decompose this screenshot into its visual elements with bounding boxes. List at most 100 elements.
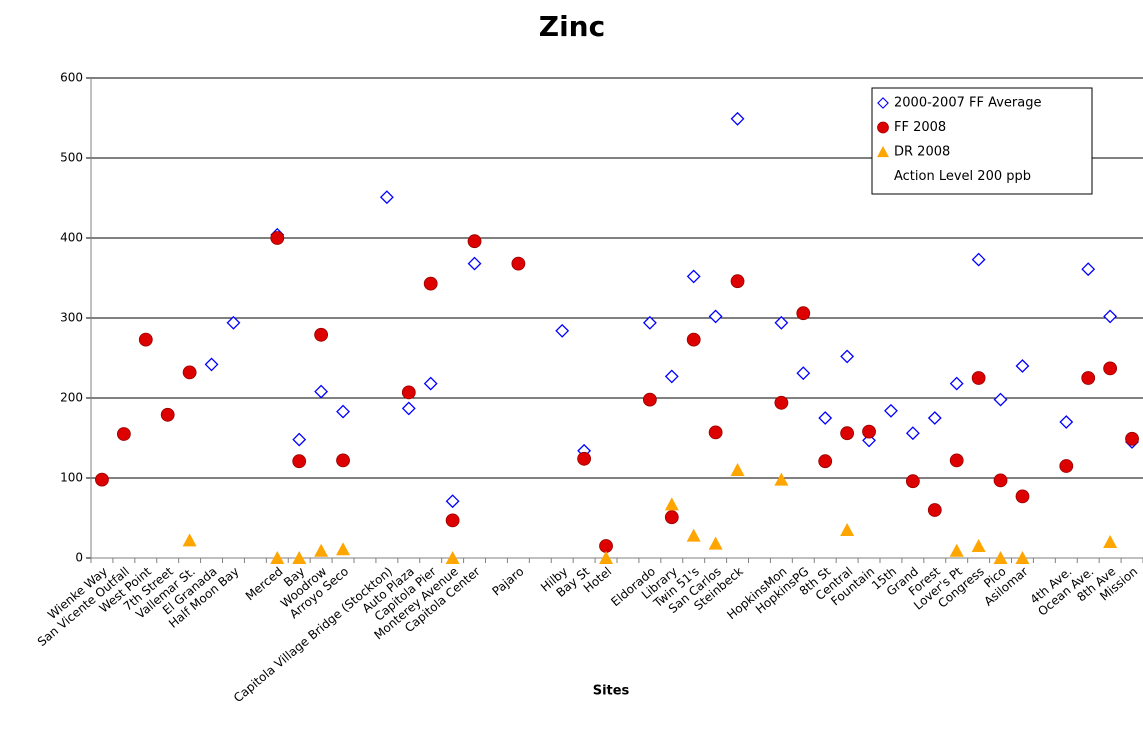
- circle-marker: [445, 513, 460, 528]
- diamond-marker: [884, 403, 898, 418]
- circle-marker: [708, 425, 723, 440]
- y-tick-label: 100: [60, 471, 83, 485]
- diamond-marker: [314, 384, 329, 399]
- circle-marker: [927, 503, 942, 517]
- diamond-marker: [971, 252, 986, 267]
- diamond-marker: [818, 411, 833, 425]
- circle-marker: [1059, 459, 1074, 473]
- y-tick-label: 500: [60, 151, 83, 165]
- triangle-marker: [1015, 551, 1030, 564]
- triangle-marker: [971, 539, 986, 552]
- x-tick-label: Pajaro: [489, 564, 526, 598]
- diamond-marker: [423, 376, 438, 391]
- diamond-marker: [467, 256, 482, 271]
- triangle-marker: [292, 551, 307, 564]
- triangle-marker: [730, 463, 745, 476]
- x-axis-label: Sites: [593, 684, 630, 699]
- circle-marker: [949, 453, 964, 468]
- diamond-marker: [993, 392, 1008, 407]
- circle-marker: [138, 332, 153, 347]
- y-tick-label: 400: [60, 231, 83, 245]
- circle-marker: [423, 276, 438, 291]
- diamond-marker: [445, 494, 460, 509]
- triangle-marker: [774, 472, 789, 486]
- diamond-marker: [292, 432, 307, 447]
- circle-marker: [971, 371, 986, 385]
- circle-marker: [730, 274, 745, 289]
- circle-marker: [577, 451, 592, 466]
- y-tick-label: 200: [60, 391, 83, 405]
- diamond-marker: [949, 376, 964, 391]
- circle-marker: [1125, 431, 1139, 446]
- triangle-marker: [664, 497, 679, 511]
- diamond-marker: [686, 269, 701, 284]
- circle-marker: [182, 365, 197, 380]
- triangle-marker: [182, 533, 197, 547]
- circle-marker: [1015, 489, 1030, 504]
- y-tick-label: 300: [60, 311, 83, 325]
- circle-marker: [993, 473, 1008, 488]
- circle-marker: [905, 474, 920, 489]
- circle-marker: [840, 426, 855, 441]
- circle-marker: [314, 327, 329, 342]
- diamond-marker: [730, 111, 745, 126]
- diamond-marker: [927, 411, 942, 425]
- triangle-marker: [270, 551, 285, 564]
- diamond-marker: [204, 357, 219, 372]
- diamond-marker: [401, 401, 416, 416]
- diamond-marker: [774, 315, 789, 330]
- circle-marker: [95, 472, 109, 487]
- triangle-marker: [877, 146, 889, 158]
- diamond-marker: [1015, 359, 1030, 373]
- diamond-marker: [555, 323, 570, 338]
- diamond-marker: [642, 315, 657, 330]
- triangle-marker: [686, 528, 701, 542]
- legend-label: Action Level 200 ppb: [894, 169, 1031, 184]
- legend-label: DR 2008: [894, 145, 950, 160]
- circle-marker: [862, 424, 876, 439]
- chart-title: Zinc: [539, 10, 605, 43]
- diamond-marker: [336, 404, 350, 419]
- circle-marker: [116, 427, 131, 441]
- circle-marker: [336, 453, 350, 468]
- circle-marker: [511, 256, 526, 271]
- circle-marker: [686, 332, 701, 347]
- diamond-marker: [840, 349, 855, 364]
- diamond-marker: [379, 190, 394, 205]
- triangle-marker: [993, 551, 1008, 564]
- triangle-marker: [840, 523, 855, 536]
- diamond-marker: [1059, 415, 1074, 429]
- diamond-marker: [226, 315, 241, 330]
- circle-marker: [1103, 361, 1118, 376]
- triangle-marker: [1103, 535, 1118, 548]
- circle-marker: [401, 385, 416, 400]
- diamond-marker: [1081, 262, 1096, 277]
- diamond-marker: [664, 369, 679, 384]
- circle-marker: [599, 539, 613, 553]
- circle-marker: [796, 306, 811, 321]
- triangle-marker: [336, 542, 351, 556]
- triangle-marker: [599, 551, 614, 564]
- diamond-marker: [708, 309, 723, 324]
- diamond-marker: [1103, 309, 1118, 324]
- triangle-marker: [708, 536, 723, 550]
- circle-marker: [664, 510, 679, 525]
- circle-marker: [160, 407, 175, 422]
- diamond-marker: [905, 426, 920, 441]
- y-tick-label: 0: [75, 551, 83, 565]
- legend-box: [871, 87, 1093, 195]
- circle-marker: [774, 395, 789, 410]
- circle-marker: [467, 234, 482, 249]
- circle-marker: [292, 454, 307, 469]
- triangle-marker: [949, 543, 964, 557]
- diamond-marker: [796, 366, 811, 381]
- triangle-marker: [445, 551, 460, 564]
- circle-marker: [877, 121, 889, 134]
- triangle-marker: [314, 543, 329, 557]
- legend-label: FF 2008: [894, 120, 946, 135]
- x-tick-label: Merced: [243, 564, 286, 603]
- diamond-marker: [877, 97, 889, 109]
- circle-marker: [818, 454, 833, 469]
- circle-marker: [1081, 371, 1096, 385]
